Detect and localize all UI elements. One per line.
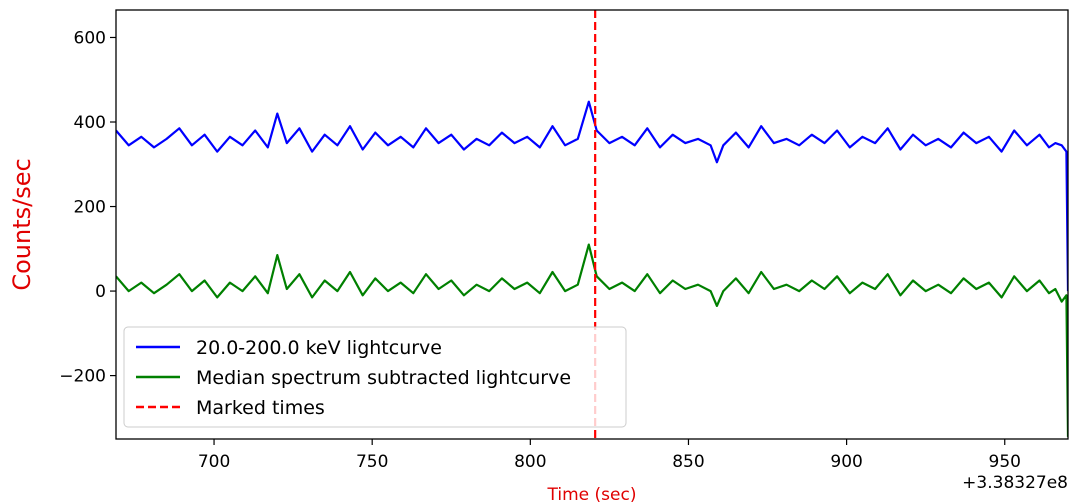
series-layer [116, 100, 1068, 437]
y-tick-label: 600 [74, 28, 106, 48]
x-tick-label: 700 [198, 452, 230, 472]
y-tick-label: 200 [74, 198, 106, 218]
x-tick-label: 900 [830, 452, 862, 472]
legend: 20.0-200.0 keV lightcurve Median spectrum… [123, 326, 627, 428]
series-line-1 [116, 100, 1068, 292]
x-axis-label: Time (sec) [547, 485, 637, 504]
x-tick-label: 800 [514, 452, 546, 472]
legend-box [123, 326, 627, 428]
plot-frame [115, 9, 1069, 440]
tick-layer: 700 750 800 850 900 950 600 400 200 0 −200 [59, 28, 1021, 472]
y-tick-label: 0 [95, 282, 106, 302]
y-tick-label: −200 [59, 367, 106, 387]
x-tick-label: 850 [672, 452, 704, 472]
y-tick-label: 400 [74, 113, 106, 133]
x-tick-label: 750 [356, 452, 388, 472]
legend-label: Marked times [196, 397, 325, 419]
y-axis-label: Counts/sec [8, 158, 36, 290]
series-line-2 [116, 243, 1068, 437]
x-axis-offset-label: +3.38327e8 [962, 473, 1068, 493]
legend-label: 20.0-200.0 keV lightcurve [196, 337, 442, 359]
legend-label: Median spectrum subtracted lightcurve [196, 367, 571, 389]
x-tick-label: 950 [989, 452, 1021, 472]
